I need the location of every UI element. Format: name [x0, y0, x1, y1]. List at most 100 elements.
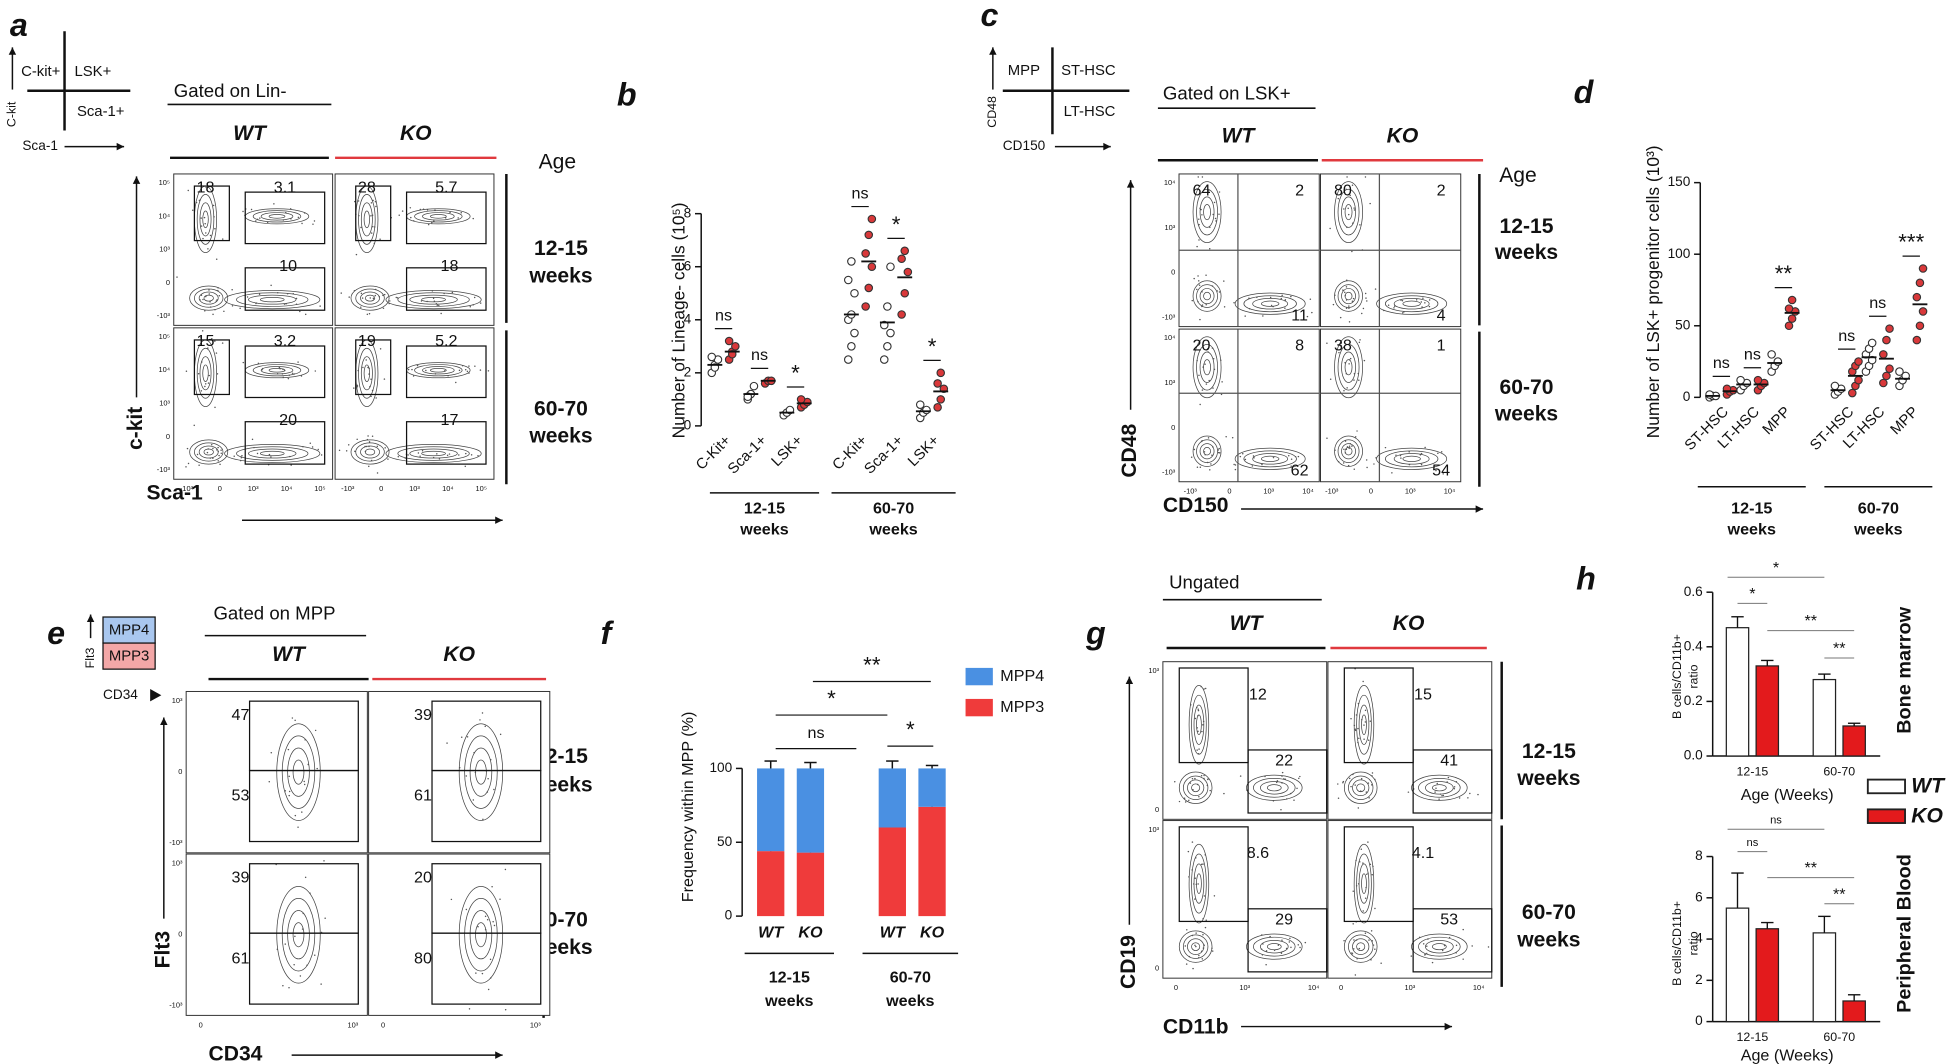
gate-title: Ungated	[1169, 571, 1239, 592]
data-point	[1912, 335, 1922, 345]
contour	[1246, 933, 1303, 960]
event-dot	[1201, 304, 1204, 306]
event-dot	[1353, 724, 1356, 727]
event-dot	[372, 226, 374, 228]
contour	[1425, 939, 1454, 954]
event-dot	[185, 370, 188, 372]
gate	[244, 191, 326, 245]
event-dot	[1251, 465, 1254, 467]
panel-letter: a	[10, 7, 28, 43]
event-dot	[1360, 848, 1363, 851]
event-dot	[1196, 288, 1198, 291]
event-dot	[401, 210, 404, 212]
event-dot	[1204, 926, 1207, 929]
data-point	[861, 249, 870, 258]
event-dot	[407, 454, 409, 456]
event-dot	[186, 447, 189, 450]
event-dot	[446, 454, 449, 457]
event-dot	[489, 958, 492, 961]
gate-frequency: 28	[358, 178, 376, 196]
panel-letter: e	[47, 615, 65, 651]
age-label: Age	[539, 150, 577, 173]
event-dot	[288, 775, 290, 778]
event-dot	[256, 218, 259, 221]
event-dot	[299, 975, 302, 977]
event-dot	[299, 310, 301, 313]
event-dot	[1344, 452, 1347, 454]
contour	[1334, 435, 1363, 467]
contour	[422, 212, 455, 221]
event-dot	[1204, 687, 1207, 690]
event-dot	[1455, 944, 1458, 947]
contour	[199, 202, 212, 237]
event-dot	[1391, 472, 1393, 474]
side-title: Peripheral Blood	[1893, 854, 1915, 1013]
data-point	[1784, 304, 1794, 313]
event-dot	[395, 296, 398, 299]
event-dot	[278, 366, 281, 369]
event-dot	[1200, 208, 1202, 211]
event-dot	[1455, 952, 1457, 954]
event-dot	[250, 208, 253, 211]
event-dot	[420, 300, 423, 302]
key-label: MPP	[1008, 63, 1040, 79]
event-dot	[1344, 295, 1347, 297]
event-dot	[261, 369, 263, 371]
row-label: weeks	[1494, 402, 1558, 425]
gate-frequency: 1	[1437, 337, 1446, 355]
event-dot	[450, 898, 453, 901]
event-dot	[1231, 437, 1234, 439]
event-dot	[1309, 298, 1312, 301]
group-label: 12-15	[1731, 499, 1772, 517]
contour	[458, 885, 504, 984]
group-label: weeks	[739, 520, 788, 538]
contour	[1337, 439, 1360, 464]
event-dot	[1285, 798, 1288, 800]
contour	[1182, 934, 1209, 959]
event-dot	[239, 459, 242, 462]
contour	[1178, 930, 1213, 963]
flow-y-tick: -10³	[157, 465, 171, 474]
event-dot	[448, 453, 451, 455]
flow-x-tick: 10⁴	[1473, 983, 1484, 992]
gate	[1178, 826, 1249, 923]
contour	[1199, 351, 1215, 383]
event-dot	[1338, 351, 1340, 354]
event-dot	[1223, 280, 1225, 282]
event-dot	[276, 372, 279, 375]
event-dot	[223, 310, 225, 313]
event-dot	[1296, 787, 1298, 790]
event-dot	[1294, 455, 1297, 458]
contour	[385, 290, 482, 310]
event-dot	[1281, 939, 1283, 941]
flow-x-tick: 10⁵	[476, 484, 487, 493]
event-dot	[1351, 250, 1353, 253]
event-dot	[1400, 457, 1402, 459]
event-dot	[1431, 961, 1434, 964]
event-dot	[1437, 452, 1439, 455]
event-dot	[217, 446, 219, 449]
event-dot	[213, 216, 215, 218]
contour	[1188, 843, 1210, 924]
event-dot	[371, 214, 374, 217]
event-dot	[1374, 288, 1377, 290]
event-dot	[384, 447, 386, 449]
event-dot	[1191, 841, 1194, 843]
event-dot	[1198, 795, 1200, 798]
event-dot	[324, 917, 326, 919]
event-dot	[482, 818, 484, 821]
event-dot	[1348, 777, 1351, 780]
event-dot	[1353, 207, 1355, 209]
data-point	[864, 283, 874, 293]
data-point	[1882, 335, 1891, 345]
event-dot	[434, 373, 437, 375]
event-dot	[1442, 794, 1445, 797]
event-dot	[201, 330, 204, 332]
event-dot	[487, 778, 489, 780]
event-dot	[207, 248, 209, 250]
data-point	[707, 352, 717, 362]
event-dot	[427, 223, 430, 226]
legend-label: MPP4	[1000, 667, 1044, 685]
event-dot	[1205, 303, 1207, 306]
event-dot	[1350, 785, 1352, 788]
